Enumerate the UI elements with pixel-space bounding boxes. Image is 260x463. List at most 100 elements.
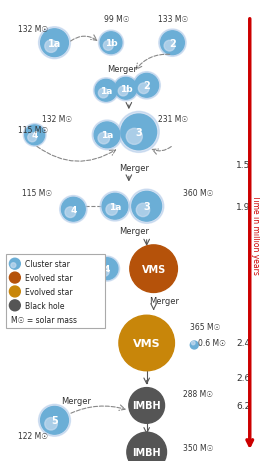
Text: 2.4: 2.4 [236,339,250,348]
Circle shape [96,258,118,280]
Circle shape [99,31,124,56]
Circle shape [191,342,195,345]
Text: 4: 4 [104,264,110,274]
Circle shape [41,30,68,57]
Circle shape [159,30,186,57]
Circle shape [138,84,149,94]
Circle shape [132,192,161,222]
Text: Evolved star: Evolved star [25,274,72,282]
Text: Merger: Merger [119,227,149,236]
Circle shape [61,198,85,222]
Text: Black hole: Black hole [25,301,64,310]
Text: 1a: 1a [48,38,61,49]
Circle shape [9,259,20,269]
Circle shape [45,418,57,430]
Text: 0.6 M☉: 0.6 M☉ [198,339,226,348]
Circle shape [60,196,87,223]
Text: 4: 4 [70,205,76,214]
Circle shape [11,263,16,268]
Text: 1.5: 1.5 [236,161,250,170]
Circle shape [164,41,175,52]
Circle shape [100,33,122,55]
Text: 115 M☉: 115 M☉ [22,188,52,197]
Text: Merger: Merger [61,396,92,405]
Circle shape [103,41,113,51]
Text: 6.2: 6.2 [236,401,250,410]
Text: 3: 3 [135,128,142,138]
Text: 1a: 1a [109,202,121,211]
Circle shape [38,405,70,436]
Circle shape [98,133,110,144]
Circle shape [94,257,120,282]
Circle shape [161,32,184,56]
Text: 132 M☉: 132 M☉ [42,114,72,123]
Circle shape [25,125,45,145]
Text: IMBH: IMBH [132,400,161,411]
Circle shape [118,112,159,153]
Circle shape [100,192,130,222]
Text: 133 M☉: 133 M☉ [158,15,189,25]
Text: 5: 5 [51,415,58,425]
Circle shape [38,28,70,60]
Circle shape [92,121,122,150]
Circle shape [129,388,165,423]
Text: 365 M☉: 365 M☉ [190,322,221,331]
Text: Merger: Merger [107,65,137,74]
Text: 1a: 1a [100,87,112,95]
Circle shape [106,204,118,216]
Text: 99 M☉: 99 M☉ [104,15,130,25]
Circle shape [9,273,20,283]
Text: 2: 2 [143,81,150,91]
Circle shape [115,78,137,100]
Circle shape [95,80,117,102]
Text: 1a: 1a [101,131,113,140]
Circle shape [130,245,177,293]
Text: Merger: Merger [149,296,179,305]
Text: Cluster star: Cluster star [25,260,70,269]
Circle shape [28,134,37,143]
Circle shape [45,41,57,53]
Circle shape [23,124,46,147]
Circle shape [121,115,157,150]
Circle shape [119,316,174,371]
Text: Evolved star: Evolved star [25,288,72,296]
Text: 115 M☉: 115 M☉ [18,126,48,135]
Circle shape [127,432,166,463]
Circle shape [129,190,164,224]
Text: 2.6: 2.6 [236,373,250,382]
Circle shape [135,74,159,98]
Circle shape [118,87,128,97]
Text: 288 M☉: 288 M☉ [183,389,213,398]
Circle shape [126,129,142,145]
Text: 360 M☉: 360 M☉ [183,188,214,197]
Circle shape [102,194,128,219]
Circle shape [190,341,198,349]
Text: 1.9: 1.9 [236,202,250,211]
Text: 4: 4 [31,131,38,140]
Text: 350 M☉: 350 M☉ [183,443,214,451]
Text: 132 M☉: 132 M☉ [18,25,48,34]
Text: IMBH: IMBH [132,447,161,457]
Circle shape [99,267,109,277]
Text: Merger: Merger [119,164,149,173]
Text: 3: 3 [143,202,150,212]
Circle shape [41,407,68,434]
Circle shape [136,204,150,217]
Text: VMS: VMS [141,264,166,274]
Text: 1b: 1b [105,39,117,48]
Circle shape [99,89,108,99]
Circle shape [65,207,76,218]
Text: M☉ = solar mass: M☉ = solar mass [11,315,77,324]
Circle shape [133,73,160,100]
Circle shape [9,287,20,297]
Circle shape [94,79,119,104]
Circle shape [94,123,120,149]
Circle shape [9,300,20,311]
Text: 122 M☉: 122 M☉ [18,431,48,440]
Text: 231 M☉: 231 M☉ [158,114,188,123]
Text: 2: 2 [169,38,176,49]
FancyBboxPatch shape [6,254,105,328]
Text: 1b: 1b [120,85,132,94]
Circle shape [113,76,138,101]
Text: VMS: VMS [133,338,160,348]
